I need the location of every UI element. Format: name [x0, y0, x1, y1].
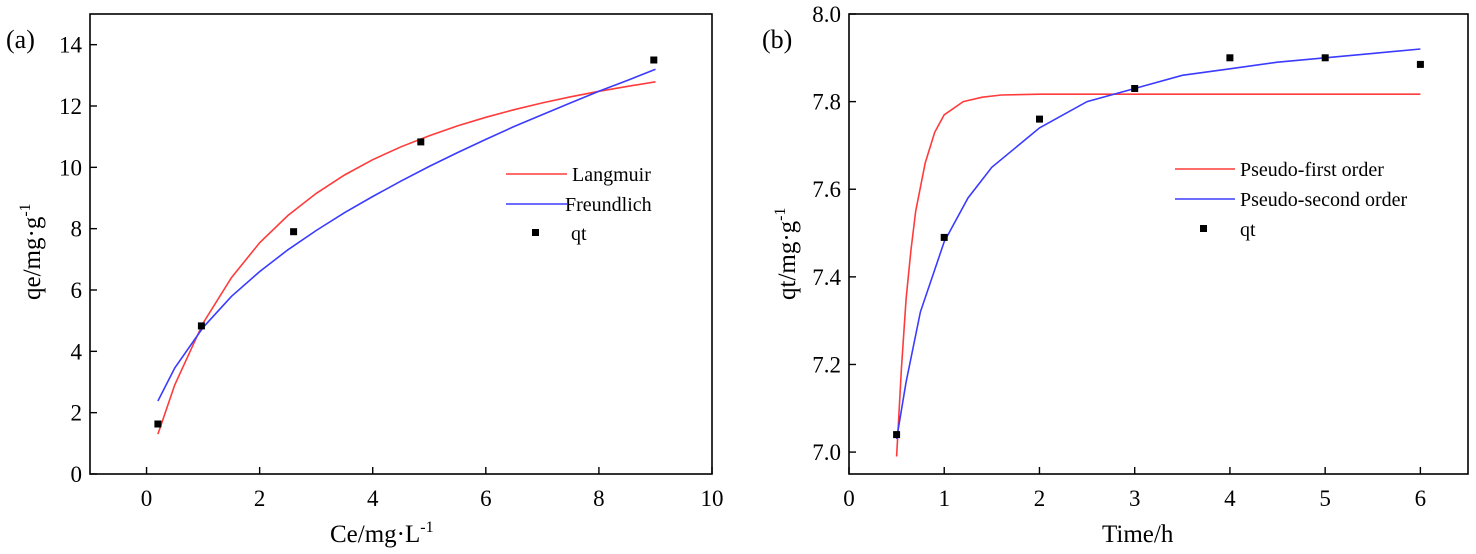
panel-a-series-freundlich-line [157, 68, 656, 402]
panel-a-ytick-label-6: 12 [59, 94, 82, 119]
panel-a-series-langmuir-line [157, 81, 656, 435]
panel-b-series-qt-point-5 [1321, 54, 1329, 62]
panel-b-xtick-label-5: 5 [1319, 486, 1331, 511]
panel-a-series [154, 56, 658, 435]
panel-a-series-qt-point-0 [154, 420, 162, 428]
panel-b-xtick-label-1: 1 [938, 486, 950, 511]
panel-b-xtick-label-2: 2 [1034, 486, 1046, 511]
panel-a-ytick-label-3: 6 [71, 278, 83, 303]
panel-b-xtick-label-6: 6 [1415, 486, 1427, 511]
panel-a-ytick-label-0: 0 [71, 462, 83, 487]
panel-b-xtick-label-4: 4 [1224, 486, 1236, 511]
panel-a-series-qt-point-4 [650, 56, 658, 64]
panel-a-series-qt-point-1 [197, 322, 205, 330]
panel-a-yticks: 0 2 4 6 8 10 12 14 [59, 33, 97, 487]
panel-b-series-qt-point-0 [893, 431, 901, 439]
panel-b-ytick-label-4: 7.8 [812, 90, 841, 115]
panel-b-xtick-label-3: 3 [1129, 486, 1141, 511]
panel-a-ytick-label-4: 8 [71, 217, 83, 242]
panel-a-ytick-label-5: 10 [59, 155, 82, 180]
panel-b-x-axis-label: Time/h [1102, 521, 1174, 548]
panel-b: (b) 0 1 2 3 4 5 6 7.0 7.2 7.4 7.6 7.8 8.0 Time/h qt… [762, 2, 1469, 548]
panel-b-y-axis-label-sup: -1 [772, 208, 789, 221]
panel-a-ytick-label-7: 14 [59, 33, 83, 58]
panel-b-series-pseudo-first-order-line [895, 93, 1421, 457]
panel-a-legend-label-qt: qt [571, 223, 587, 245]
panel-a-y-axis-label-sup: -1 [17, 203, 34, 216]
panel-b-series [893, 48, 1424, 457]
panel-b-legend-label-qt: qt [1240, 219, 1256, 241]
panel-a-ytick-label-1: 2 [71, 401, 83, 426]
panel-a-x-axis-label-sup: -1 [420, 519, 433, 536]
panel-b-legend: Pseudo-first order Pseudo-second order q… [1175, 159, 1408, 241]
panel-a-xticks: 0 2 4 6 8 10 [141, 467, 724, 511]
panel-a-ytick-label-2: 4 [71, 339, 83, 364]
panel-a-legend-label-langmuir: Langmuir [572, 164, 651, 186]
panel-a-xtick-label-2: 4 [367, 486, 379, 511]
panel-b-ytick-label-0: 7.0 [812, 440, 841, 465]
panel-b-ytick-label-2: 7.4 [812, 265, 841, 290]
panel-a-xtick-label-0: 0 [141, 486, 153, 511]
panel-b-series-qt-point-2 [1036, 115, 1043, 123]
panel-a-series-qt-point-3 [417, 138, 425, 146]
panel-a-xtick-label-1: 2 [254, 486, 266, 511]
panel-a-xtick-label-5: 10 [701, 486, 724, 511]
panel-a: (a) 0 2 4 6 8 10 0 2 4 6 8 10 12 14 Ce/mg·L-1 qe/mg·… [6, 13, 724, 548]
panel-a-series-qt-point-2 [290, 228, 298, 236]
panel-b-ytick-label-3: 7.6 [812, 177, 841, 202]
panel-b-ytick-label-5: 8.0 [812, 2, 841, 27]
panel-b-legend-label-pfo: Pseudo-first order [1240, 159, 1384, 181]
panel-b-series-qt-point-1 [940, 233, 948, 241]
panel-a-x-axis-label: Ce/mg·L-1 [330, 519, 434, 548]
panel-a-legend: Langmuir Freundlich qt [506, 164, 652, 245]
panel-b-legend-marker-qt [1200, 225, 1207, 232]
panel-a-xtick-label-4: 8 [593, 486, 605, 511]
panel-b-series-qt-point-6 [1416, 60, 1424, 68]
panel-b-yticks: 7.0 7.2 7.4 7.6 7.8 8.0 [812, 2, 856, 465]
panel-b-frame [848, 13, 1469, 475]
panel-b-xticks: 0 1 2 3 4 5 6 [843, 467, 1426, 511]
panel-a-y-axis-label: qe/mg·g-1 [17, 203, 46, 300]
panel-b-xtick-label-0: 0 [843, 486, 855, 511]
panel-b-y-axis-label: qt/mg·g-1 [772, 208, 801, 301]
panel-a-legend-marker-qt [532, 229, 539, 236]
panel-b-ytick-label-1: 7.2 [812, 352, 841, 377]
panel-a-frame [89, 13, 713, 475]
panel-a-xtick-label-3: 6 [480, 486, 492, 511]
panel-b-legend-label-pso: Pseudo-second order [1240, 189, 1408, 211]
panel-b-series-qt-point-4 [1226, 54, 1234, 62]
panel-a-label: (a) [6, 25, 35, 54]
panel-b-label: (b) [762, 25, 792, 54]
panel-b-series-qt-point-3 [1131, 85, 1139, 92]
panel-a-legend-label-freundlich: Freundlich [565, 194, 652, 216]
panel-b-series-pseudo-second-order-line [895, 48, 1421, 440]
